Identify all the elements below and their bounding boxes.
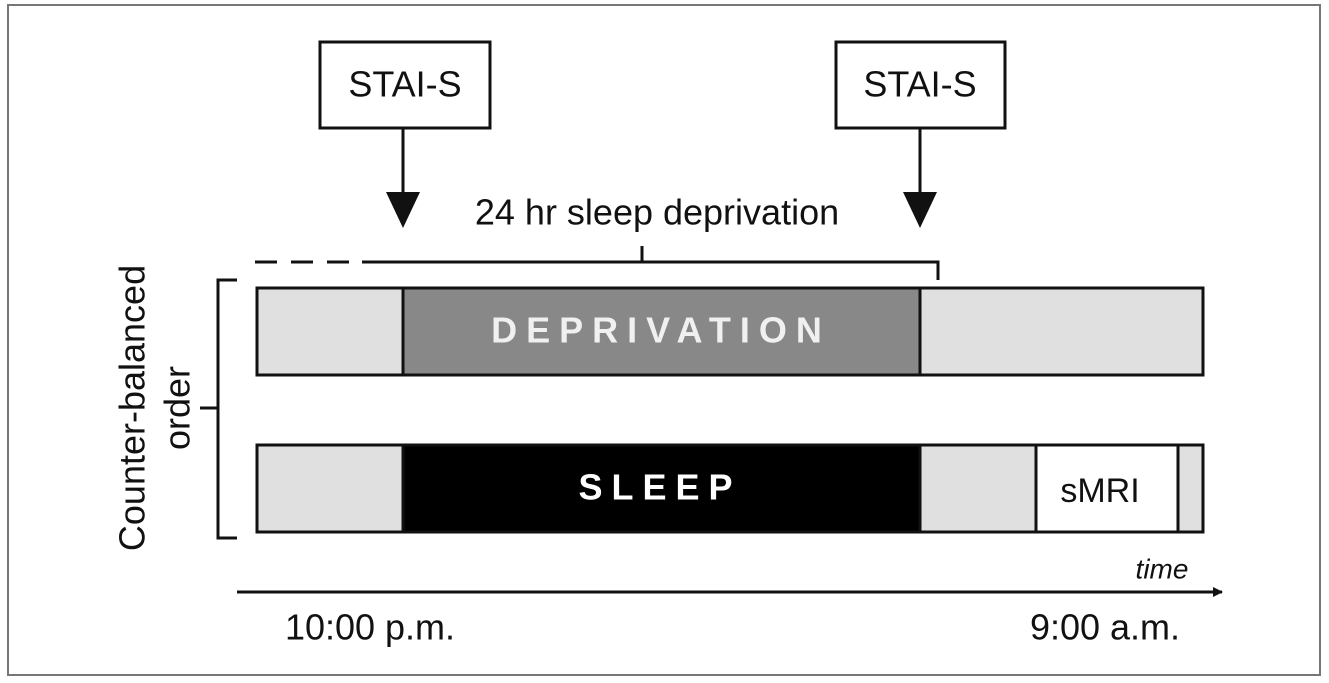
time-end: 9:00 a.m. xyxy=(1030,607,1180,648)
time-label: time xyxy=(1136,553,1189,584)
stai-label: STAI-S xyxy=(348,64,461,105)
order-label: Counter-balanced xyxy=(112,265,153,551)
sleep-block xyxy=(401,443,922,534)
deprivation-block xyxy=(401,286,922,377)
sleep-label: SLEEP xyxy=(578,467,741,508)
arrow-head xyxy=(903,192,937,228)
deprivation-label: DEPRIVATION xyxy=(491,310,831,351)
stai-label: STAI-S xyxy=(863,64,976,105)
smri-block xyxy=(1034,443,1180,534)
order-label: order xyxy=(157,366,198,450)
span-bracket xyxy=(362,246,940,280)
smri-label: sMRI xyxy=(1060,472,1139,510)
span-label: 24 hr sleep deprivation xyxy=(475,192,839,233)
time-start: 10:00 p.m. xyxy=(285,607,455,648)
arrow-head xyxy=(386,192,420,228)
order-bracket xyxy=(200,278,237,540)
stai-box xyxy=(318,40,492,130)
